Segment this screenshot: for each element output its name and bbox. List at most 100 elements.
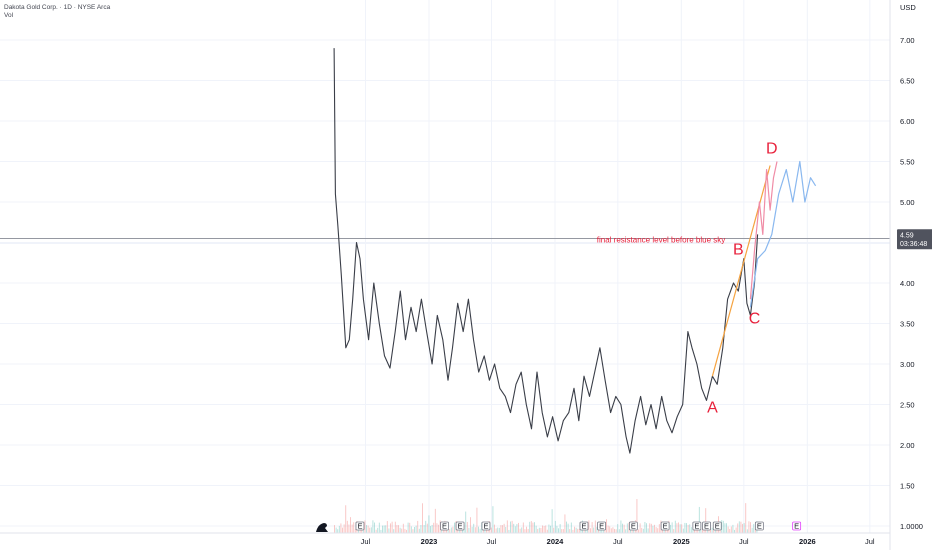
volume-bar: [406, 529, 407, 533]
volume-bar: [644, 521, 646, 533]
volume-bar: [500, 525, 502, 533]
projection-path-blue[interactable]: [749, 160, 817, 308]
volume-bar: [721, 520, 723, 533]
dino-icon[interactable]: [316, 523, 328, 532]
volume-bar: [622, 523, 623, 533]
trend-line[interactable]: [711, 165, 771, 377]
current-price-value: 4.59: [900, 233, 914, 240]
volume-bar: [494, 524, 495, 533]
volume-bar: [673, 529, 675, 533]
volume-bar: [711, 527, 713, 533]
volume-bar: [727, 526, 729, 533]
volume-bar: [538, 527, 540, 533]
x-tick-label: 2024: [547, 537, 565, 546]
volume-bar: [636, 499, 638, 533]
volume-bar: [606, 519, 607, 533]
volume-bar: [519, 528, 521, 533]
volume-bar: [671, 522, 673, 533]
volume-bar: [740, 521, 742, 533]
volume-bar: [687, 524, 689, 533]
earnings-marker-label: E: [631, 522, 636, 531]
volume-bar: [380, 529, 382, 533]
volume-bar: [354, 529, 356, 533]
volume-bar: [559, 524, 561, 533]
volume-bar: [454, 522, 455, 533]
volume-bar: [393, 529, 395, 533]
symbol-title[interactable]: Dakota Gold Corp. · 1D · NYSE Arca: [4, 4, 111, 11]
volume-bar: [670, 524, 671, 533]
price-series-line[interactable]: [333, 48, 759, 454]
volume-bar: [431, 524, 433, 533]
volume-bar: [676, 523, 678, 533]
volume-bar: [657, 528, 659, 533]
volume-bar: [578, 529, 580, 533]
volume-bar: [722, 520, 724, 533]
volume-bar: [684, 522, 686, 533]
earnings-marker-icon[interactable]: [579, 521, 589, 531]
volume-bar: [748, 521, 750, 533]
volume-bar: [374, 522, 375, 533]
volume-bar: [342, 527, 343, 533]
volume-bar: [652, 525, 654, 533]
volume-bar: [404, 528, 406, 533]
earnings-marker-icon[interactable]: [628, 521, 638, 531]
volume-bar: [585, 528, 587, 533]
wave-label-b[interactable]: B: [733, 242, 744, 259]
current-price-badge[interactable]: [897, 229, 932, 250]
volume-bar: [418, 528, 420, 533]
volume-bar: [468, 527, 470, 533]
earnings-marker-icon[interactable]: [481, 521, 491, 531]
volume-bar: [679, 524, 681, 533]
volume-bar: [698, 506, 700, 533]
volume-bar: [738, 521, 740, 533]
volume-bar: [743, 523, 745, 533]
wave-label-a[interactable]: A: [707, 400, 718, 417]
volume-bar: [508, 529, 510, 533]
volume-bar: [466, 521, 468, 533]
earnings-marker-icon[interactable]: [660, 521, 670, 531]
volume-bar: [428, 515, 430, 533]
volume-bar: [346, 520, 348, 533]
annotation-text[interactable]: final resistance level before blue sky: [597, 236, 726, 245]
earnings-marker-icon[interactable]: [455, 521, 465, 531]
volume-bar: [596, 526, 598, 533]
volume-bar: [594, 520, 596, 533]
volume-bar: [375, 529, 377, 533]
earnings-marker-icon[interactable]: [702, 521, 711, 531]
volume-bar: [548, 524, 550, 533]
volume-bar: [505, 526, 507, 533]
projection-path-pink[interactable]: [749, 161, 778, 300]
volume-bar: [561, 529, 563, 533]
earnings-marker-icon[interactable]: [754, 521, 764, 531]
countdown-timer: 03:36:48: [900, 241, 927, 248]
earnings-marker-icon[interactable]: [792, 521, 802, 531]
earnings-marker-icon[interactable]: [692, 521, 702, 531]
volume-bar: [473, 523, 475, 533]
volume-bar: [434, 508, 436, 533]
earnings-marker-label: E: [663, 522, 668, 531]
volume-bar: [655, 527, 657, 533]
earnings-marker-icon[interactable]: [355, 521, 365, 531]
earnings-marker-label: E: [794, 522, 799, 531]
volume-bar: [742, 523, 743, 533]
wave-label-d[interactable]: D: [766, 140, 778, 157]
volume-bar: [476, 507, 478, 533]
y-tick-label: 5.00: [900, 198, 915, 207]
x-tick-label: Jul: [361, 537, 371, 546]
volume-bar: [542, 525, 543, 533]
volume-bar: [502, 525, 503, 533]
volume-bar: [474, 527, 476, 533]
volume-legend-label[interactable]: Vol: [4, 12, 14, 19]
volume-bar: [527, 528, 529, 533]
volume-bar: [390, 523, 391, 533]
wave-label-c[interactable]: C: [749, 311, 761, 328]
price-axis[interactable]: [890, 0, 932, 550]
earnings-marker-icon[interactable]: [597, 521, 607, 531]
volume-bar: [377, 527, 379, 533]
earnings-marker-icon[interactable]: [440, 521, 449, 531]
earnings-marker-icon[interactable]: [712, 521, 722, 531]
volume-bar: [410, 526, 412, 533]
earnings-marker-label: E: [442, 522, 447, 531]
volume-bar: [553, 527, 555, 533]
